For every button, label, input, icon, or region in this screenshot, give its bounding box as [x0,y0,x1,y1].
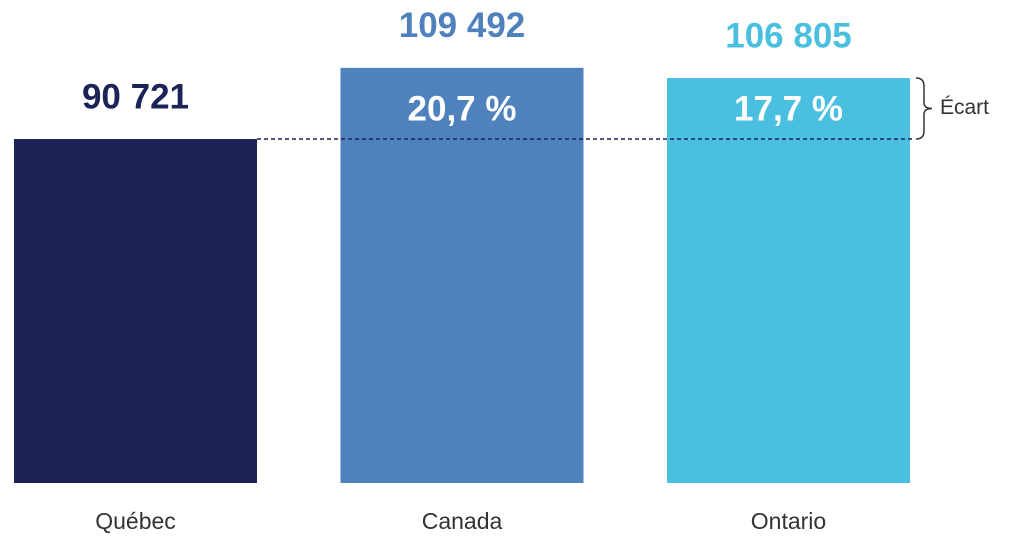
value-label: 109 492 [399,6,526,45]
category-label: Québec [95,508,176,534]
category-label: Ontario [751,508,826,534]
category-label: Canada [422,508,503,534]
bar [14,139,257,483]
gap-bracket [915,77,933,140]
bar [340,67,584,483]
value-label: 90 721 [82,77,189,116]
value-label: 106 805 [725,16,852,55]
gap-label: 17,7 % [734,89,843,128]
gap-title: Écart [940,96,989,119]
bar [667,78,910,484]
gap-label: 20,7 % [408,89,517,128]
